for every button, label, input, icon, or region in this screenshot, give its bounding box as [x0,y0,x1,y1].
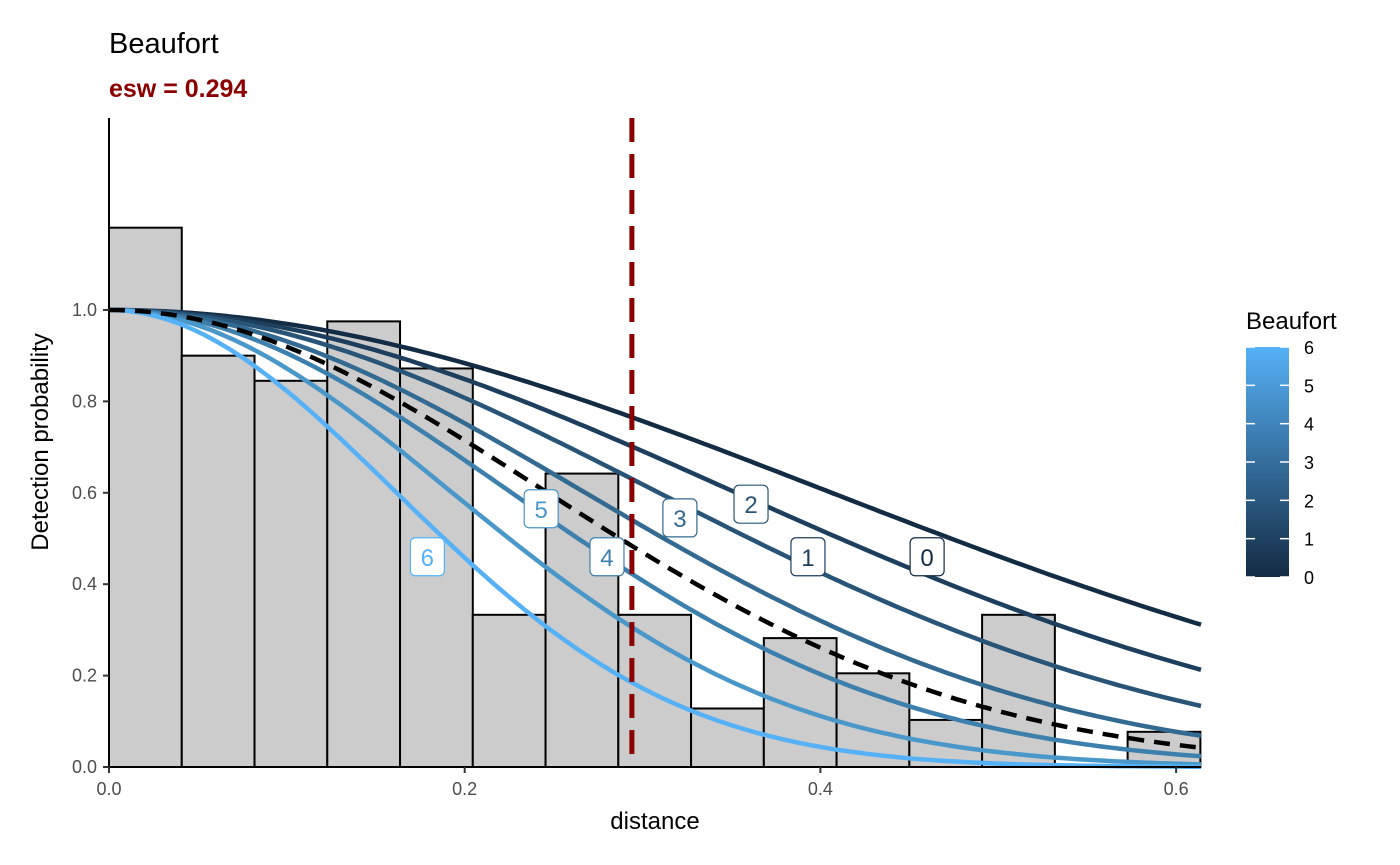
curve-label-text: 3 [673,506,686,533]
y-tick-label: 0.4 [72,574,97,594]
curve-label-5: 5 [523,489,559,529]
y-tick-label: 0.0 [72,757,97,777]
curve-label-text: 4 [600,545,613,572]
legend-tick-label: 1 [1304,530,1314,550]
axes [108,118,1201,768]
curve-label-box [733,484,769,524]
curve-label-box [589,537,625,577]
y-axis-title: Detection probability [27,333,54,550]
curve-beaufort-4 [109,307,1202,759]
curve-beaufort-2 [109,307,1202,709]
curve-label-text: 5 [534,497,547,524]
curve-label-3: 3 [662,498,698,538]
x-ticks: 0.0 0.2 0.4 0.6 [96,767,1189,799]
curve-label-6: 6 [409,537,445,577]
legend-tick-label: 3 [1304,453,1314,473]
curve-label-2: 2 [733,484,769,524]
y-ticks: 0.0 0.2 0.4 0.6 0.8 1.0 [72,300,109,777]
legend-title: Beaufort [1246,308,1337,335]
curve-beaufort-1 [109,307,1202,672]
curve-beaufort-5 [109,307,1202,767]
curve-label-box [662,498,698,538]
legend-tick-label: 5 [1304,376,1314,396]
curve-label-box [909,537,945,577]
curve-label-4: 4 [589,537,625,577]
histogram-bar [253,379,329,768]
chart-subtitle: esw = 0.294 [109,75,247,103]
histogram-bar [180,354,256,768]
x-tick-label: 0.6 [1164,779,1189,799]
x-tick-label: 0.0 [96,779,121,799]
x-axis-title: distance [610,808,699,835]
y-tick-label: 0.6 [72,483,97,503]
chart-title: Beaufort [109,28,219,60]
histogram-bar [326,320,402,768]
curve-label-box [790,537,826,577]
histogram-bar [981,613,1056,768]
curve-labels: 0 1 2 3 4 5 6 [409,484,945,577]
y-tick-label: 0.8 [72,391,97,411]
legend-tick-label: 2 [1304,491,1314,511]
curve-label-text: 1 [801,545,814,572]
curve-label-text: 2 [744,492,757,519]
legend-ticks: 0 1 2 3 4 5 6 [1246,338,1314,588]
x-tick-label: 0.4 [808,779,833,799]
legend: Beaufort 0 1 2 3 4 5 6 [1246,308,1337,588]
histogram-bar [471,613,547,768]
curve-label-box [523,489,559,529]
curve-beaufort-3 [109,307,1202,739]
legend-tick-label: 0 [1304,568,1314,588]
legend-tick-label: 4 [1304,415,1314,435]
detection-curves [108,307,1202,769]
curve-label-box [409,537,445,577]
y-tick-label: 0.2 [72,666,97,686]
histogram-bar [617,613,693,768]
legend-tick-label: 6 [1304,338,1314,358]
curve-beaufort-6 [108,307,1201,769]
y-tick-label: 1.0 [72,300,97,320]
average-detection-curve [109,307,1202,750]
curve-label-0: 0 [909,537,945,577]
curve-label-text: 0 [920,545,933,572]
curve-label-text: 6 [421,545,434,572]
x-tick-label: 0.2 [452,779,477,799]
histogram-bars [108,226,1202,769]
curve-beaufort-0 [109,307,1202,627]
curve-label-1: 1 [790,537,826,577]
